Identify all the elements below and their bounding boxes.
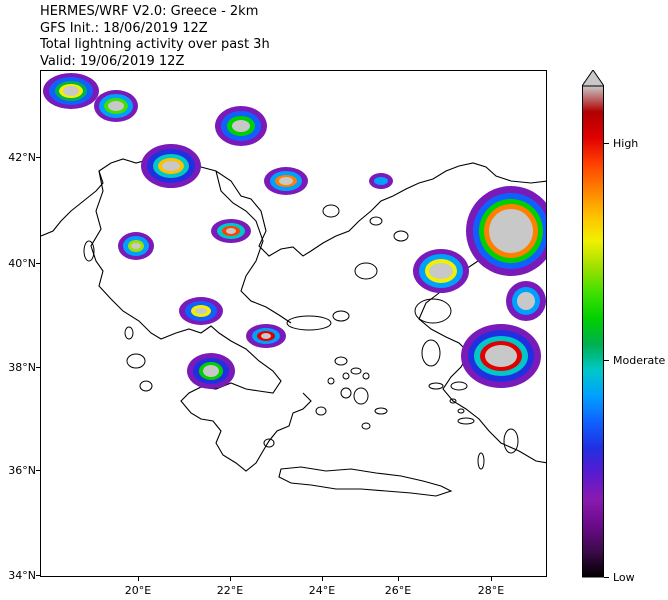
cell-turkey-north [466,186,546,276]
cell-anatolia-west [413,249,469,293]
cell-epirus [118,232,154,260]
cell-attica [246,324,286,348]
lat-tick [36,367,40,368]
lat-tick [36,157,40,158]
aegean-islands [83,204,519,470]
cell-thessaly [211,219,251,243]
map-title-block: HERMES/WRF V2.0: Greece - 2km GFS Init.:… [40,4,270,70]
lat-tick [36,263,40,264]
island-naxos [353,387,369,405]
lon-tick [230,577,231,581]
colorbar-gradient [582,85,604,578]
map-panel [40,70,547,577]
colorbar-tick-high [604,143,609,144]
island-thasos [322,204,340,218]
island-kea [327,377,335,385]
cell-peloponnese [187,353,235,389]
island-samothraki [369,216,383,226]
island-rhodes [503,428,519,454]
balkan-coastline [41,158,546,257]
crete-coastline [278,466,453,497]
cell-turkey-southwest [461,324,541,388]
title-valid: Valid: 19/06/2019 12Z [40,53,185,69]
cell-albania-north [43,73,99,109]
lon-label-22: 22°E [216,584,244,597]
island-zakynthos [139,380,153,392]
colorbar-label-moderate: Moderate [613,354,666,367]
island-karpathos [477,452,485,470]
lat-label-42: 42°N [8,151,36,164]
island-evia [286,315,332,331]
lat-tick [36,575,40,576]
cell-bulgaria-west [215,106,267,146]
island-patmos [449,398,457,404]
colorbar-tick-moderate [604,360,609,361]
coastlines [41,158,546,497]
lightning-map [41,73,546,497]
island-ikaria [428,382,444,390]
island-andros [334,356,348,366]
cell-thrace [369,173,393,189]
island-samos [450,381,468,391]
cell-aegean-east [506,281,546,321]
cell-rhodope [264,167,308,195]
island-kalymnos [457,408,465,414]
island-lesvos [414,298,452,324]
lightning-cells [43,73,546,389]
lon-label-24: 24°E [308,584,336,597]
lon-tick [138,577,139,581]
island-tinos [350,367,362,375]
island-kythira [263,438,275,448]
lat-label-36: 36°N [8,464,36,477]
colorbar-label-high: High [613,137,639,150]
lat-tick [36,470,40,471]
island-paros [340,387,352,399]
island-lefkada [124,326,134,340]
cell-albania-central [94,90,138,122]
island-milos [315,406,327,416]
title-model: HERMES/WRF V2.0: Greece - 2km [40,4,259,19]
cell-macedonia [141,144,201,188]
lat-label-38: 38°N [8,361,36,374]
colorbar-label-low: Low [613,571,635,584]
island-santorini [361,422,371,430]
lon-label-28: 28°E [477,584,505,597]
colorbar-extend-arrow [582,70,604,87]
island-mykonos [362,372,370,380]
lon-label-26: 26°E [384,584,412,597]
lat-label-40: 40°N [8,257,36,270]
lon-tick [322,577,323,581]
aegean-north-coast [215,170,292,324]
island-chios [421,339,441,367]
island-kefalonia [126,353,146,369]
lon-tick [491,577,492,581]
cell-central-greece [179,297,223,325]
island-imbros [393,230,409,242]
colorbar-tick-low [604,577,609,578]
lon-label-20: 20°E [124,584,152,597]
greece-west-coast [90,170,312,472]
island-syros [342,372,350,380]
island-corfu [83,240,95,262]
title-init: GFS Init.: 18/06/2019 12Z [40,20,208,36]
island-skyros [332,310,350,322]
island-amorgos [374,407,388,415]
colorbar [582,70,604,578]
island-limnos [354,262,378,280]
lat-label-34: 34°N [8,569,36,582]
island-kos [457,417,475,425]
lon-tick [398,577,399,581]
title-field: Total lightning activity over past 3h [40,37,270,52]
